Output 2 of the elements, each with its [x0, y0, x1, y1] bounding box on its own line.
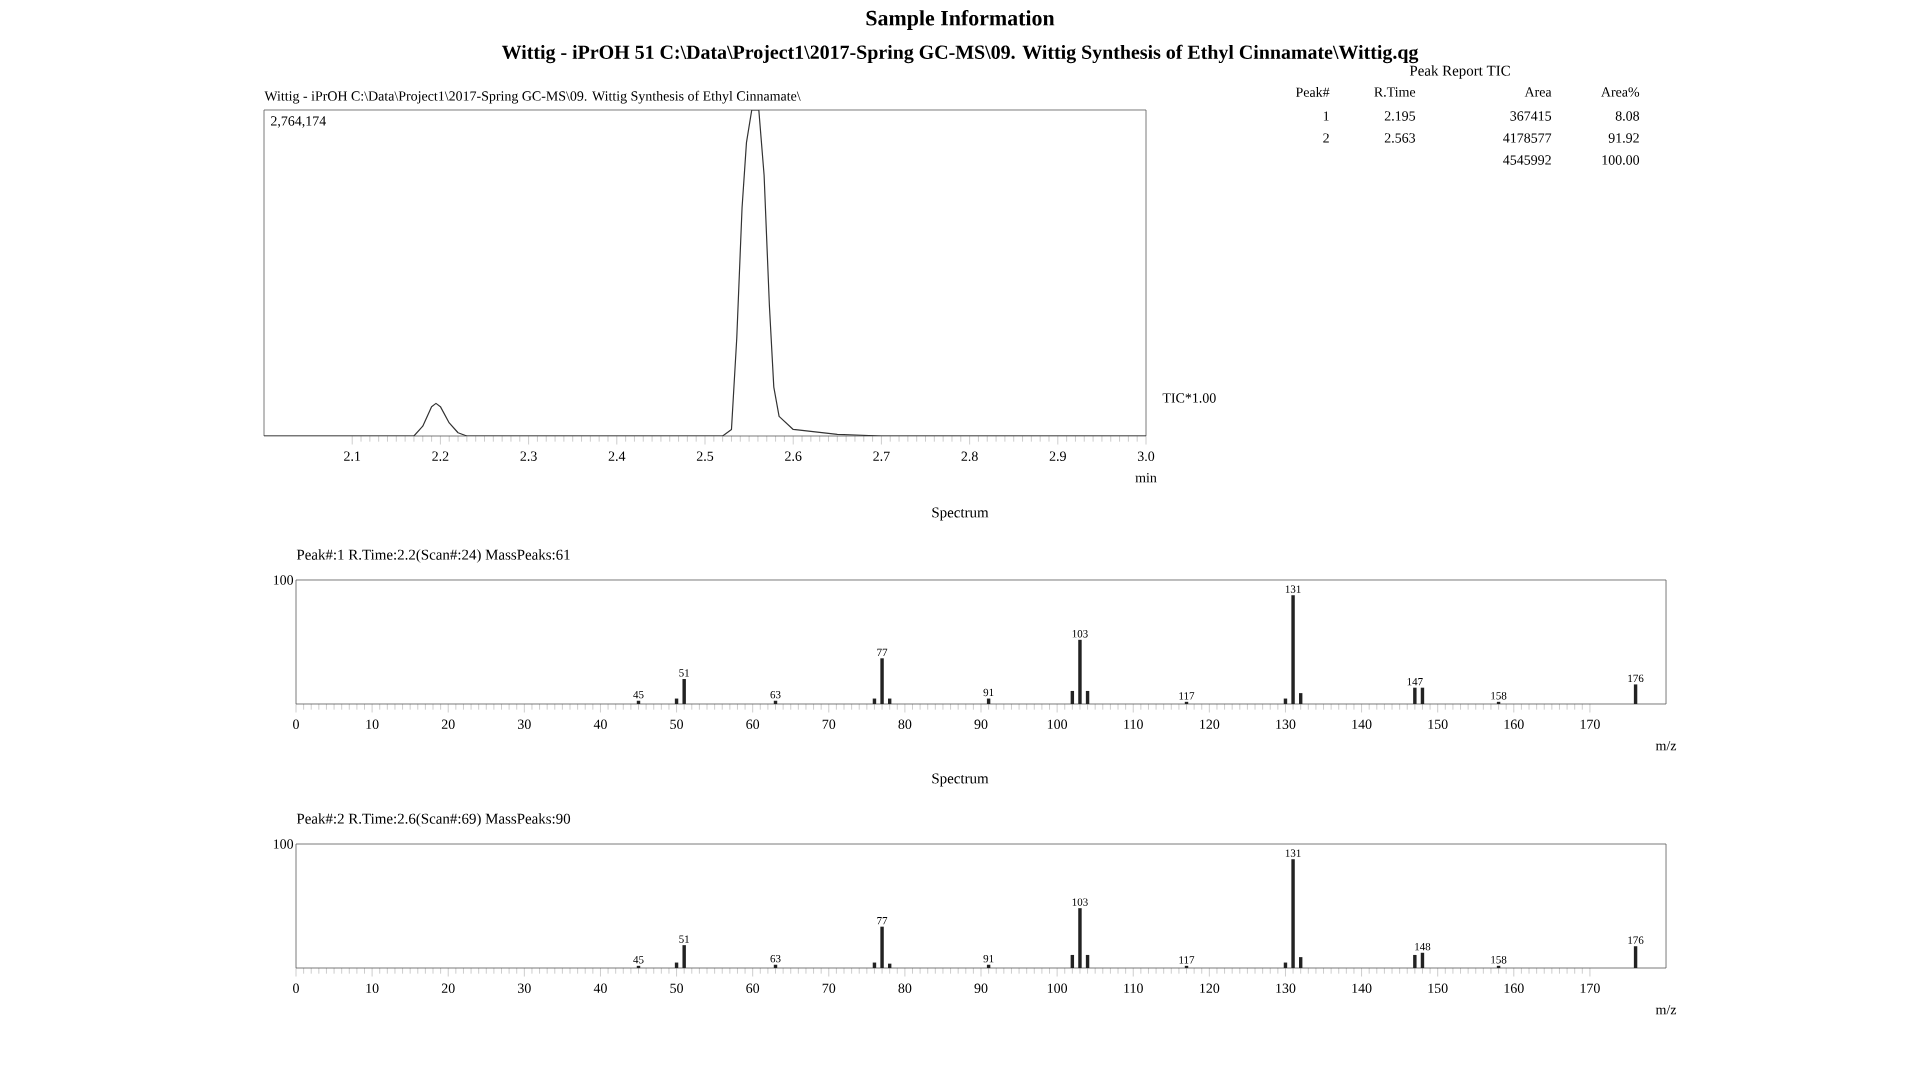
chart-subtitle: Wittig - iPrOH 51 C:\Data\Project1\2017-Spring GC-MS\09. Wittig Synthesis of Ethyl Cinnamate\Wittig.qg — [501, 44, 1419, 64]
chart-title: Sample Information — [866, 9, 1055, 31]
